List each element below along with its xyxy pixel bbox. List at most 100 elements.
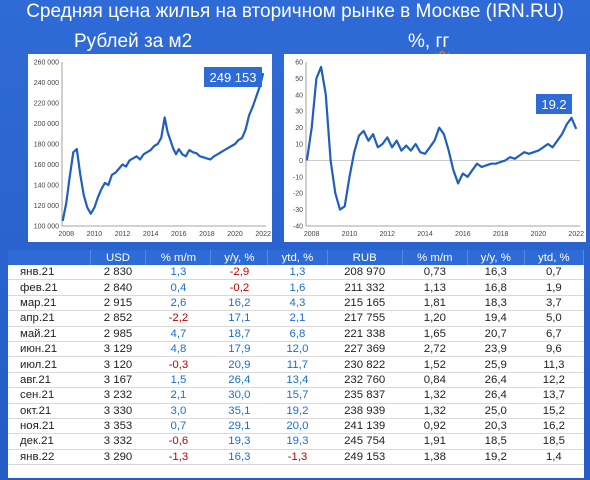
value-cell: 1,5 — [145, 372, 211, 389]
value-cell: 230 822 — [327, 356, 403, 373]
month-cell: июл.21 — [8, 356, 91, 373]
value-cell: 232 760 — [327, 372, 403, 389]
month-cell: июн.21 — [8, 341, 91, 358]
value-cell: 35,1 — [210, 403, 268, 419]
y-tick-label: 140 000 — [34, 183, 59, 190]
value-cell: 227 369 — [327, 341, 403, 358]
value-cell: 19,2 — [267, 403, 328, 419]
value-cell: 3 330 — [90, 403, 146, 419]
value-cell: 16,2 — [524, 418, 584, 435]
value-cell: 20,9 — [210, 356, 268, 373]
y-tick-label: 30 — [295, 109, 303, 116]
value-cell: 1,52 — [402, 356, 468, 373]
value-cell: 12,2 — [524, 372, 584, 389]
value-cell: 211 332 — [327, 279, 403, 296]
value-cell: 11,7 — [267, 356, 328, 373]
table-row: июл.21 3 120 -0,3 20,9 11,7 230 822 1,52 25,9 11… — [8, 356, 584, 373]
value-cell: 4,3 — [267, 295, 328, 312]
value-cell: 16,3 — [210, 449, 268, 466]
month-cell: окт.21 — [8, 403, 91, 419]
value-cell: 17,1 — [210, 310, 268, 327]
month-cell: янв.21 — [8, 265, 91, 281]
value-cell: 2 985 — [90, 326, 146, 342]
value-cell: 3,7 — [524, 295, 584, 312]
column-header: RUB — [327, 250, 403, 265]
value-cell: 1,20 — [402, 310, 468, 327]
value-cell: 18,7 — [210, 326, 268, 342]
value-cell: 18,3 — [467, 295, 525, 312]
x-tick-label: 2022 — [255, 231, 271, 238]
right-chart-subtitle: %, гг — [408, 30, 449, 54]
value-cell: 1,4 — [524, 449, 584, 466]
x-tick-label: 2008 — [304, 231, 320, 238]
value-cell: 1,3 — [145, 265, 211, 281]
x-tick-label: 2022 — [568, 231, 584, 238]
series-line — [305, 65, 578, 211]
value-cell: 249 153 — [327, 449, 403, 466]
value-cell: 2 830 — [90, 265, 146, 281]
table-row: сен.21 3 232 2,1 30,0 15,7 235 837 1,32 26,4 13,… — [8, 387, 584, 404]
value-cell: 16,3 — [467, 265, 525, 281]
y-tick-label: -10 — [293, 174, 303, 181]
value-cell: 217 755 — [327, 310, 403, 327]
column-header: ytd, % — [524, 250, 585, 265]
value-cell: 25,0 — [467, 403, 525, 419]
value-cell: 2,72 — [402, 341, 468, 358]
value-cell: 29,1 — [210, 418, 268, 435]
price-table-panel: USD% m/m y/y, % ytd, % RUB% m/m y/y, % ytd, %… — [8, 250, 585, 478]
value-cell: -1,3 — [267, 449, 328, 466]
value-cell: 15,2 — [524, 403, 584, 419]
y-tick-label: 220 000 — [34, 101, 59, 108]
x-tick-label: 2008 — [58, 231, 74, 238]
value-cell: 1,13 — [402, 279, 468, 296]
value-cell: 2,6 — [145, 295, 211, 312]
value-cell: 20,0 — [267, 418, 328, 435]
x-tick-label: 2020 — [227, 231, 243, 238]
table-row: авг.21 3 167 1,5 26,4 13,4 232 760 0,84 26,4 12,… — [8, 372, 584, 389]
value-cell: 0,7 — [145, 418, 211, 435]
value-callout: 19.2 — [536, 94, 572, 114]
value-cell: 215 165 — [327, 295, 403, 312]
value-cell: -0,3 — [145, 356, 211, 373]
x-tick-label: 2020 — [531, 231, 547, 238]
y-tick-label: -40 — [293, 224, 303, 231]
value-cell: 241 139 — [327, 418, 403, 435]
table-row: дек.21 3 332 -0,6 19,3 19,3 245 754 1,91 18,5 18… — [8, 433, 584, 450]
value-cell: 23,9 — [467, 341, 525, 358]
value-cell: -1,3 — [145, 449, 211, 466]
y-tick-label: 0 — [299, 158, 303, 165]
y-tick-label: 40 — [295, 92, 303, 99]
series-line — [61, 72, 265, 222]
y-tick-label: 60 — [295, 60, 303, 67]
y-tick-label: 10 — [295, 142, 303, 149]
callout-box — [204, 67, 262, 87]
page-title: Средняя цена жилья на вторичном рынке в … — [26, 1, 564, 22]
x-tick-label: 2012 — [379, 231, 395, 238]
value-cell: -2,9 — [210, 265, 268, 281]
y-tick-label: 260 000 — [34, 60, 59, 67]
month-cell: авг.21 — [8, 372, 91, 389]
value-cell: 0,92 — [402, 418, 468, 435]
x-tick-label: 2010 — [342, 231, 358, 238]
y-tick-label: 100 000 — [34, 224, 59, 231]
value-cell: 3 353 — [90, 418, 146, 435]
table-body: янв.21 2 830 1,3 -2,9 1,3 208 970 0,73 16,3 0,7 ф… — [8, 265, 584, 466]
value-cell: 9,6 — [524, 341, 584, 358]
column-header: % m/m — [402, 250, 468, 265]
column-header: y/y, % — [210, 250, 269, 265]
month-cell: янв.22 — [8, 449, 91, 466]
value-cell: 2,1 — [267, 310, 328, 327]
y-tick-label: 120 000 — [34, 203, 59, 210]
value-cell: 20,3 — [467, 418, 525, 435]
value-cell: 19,3 — [267, 433, 328, 450]
value-cell: 3,0 — [145, 403, 211, 419]
value-cell: 0,84 — [402, 372, 468, 389]
left-chart-subtitle: Рублей за м2 — [74, 31, 193, 52]
price-chart: 100 000 120 000 140 000 160 000 180 000 200 0… — [34, 60, 271, 239]
x-tick-label: 2014 — [417, 231, 433, 238]
column-header — [8, 250, 91, 265]
value-cell: 6,7 — [524, 326, 584, 342]
column-header: ytd, % — [267, 250, 328, 265]
value-cell: 0,4 — [145, 279, 211, 296]
x-tick-label: 2012 — [115, 231, 131, 238]
